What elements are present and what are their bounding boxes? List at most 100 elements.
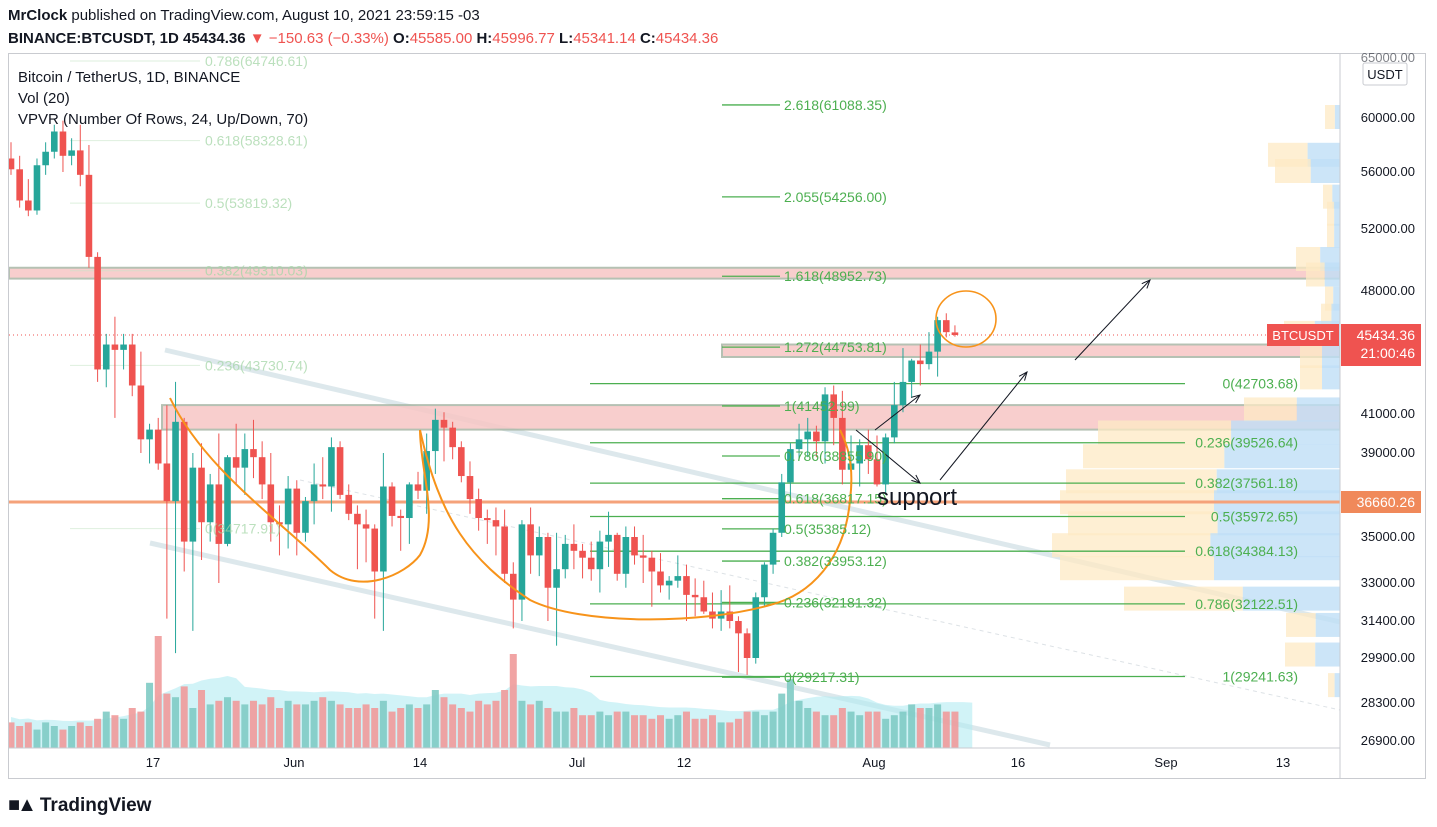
fib-retracement-label: 0.786(32122.51) — [1195, 596, 1298, 612]
price-tick-label: 31400.00 — [1361, 613, 1415, 628]
candle-body — [432, 419, 439, 452]
volume-bar — [622, 711, 630, 748]
candle-body — [518, 524, 526, 600]
volume-bar — [553, 711, 561, 748]
volume-bar — [561, 711, 569, 748]
vpvr-up-3 — [1323, 184, 1333, 209]
legend-volume[interactable]: Vol (20) — [18, 90, 70, 107]
candle-body — [622, 537, 630, 574]
impulse-arrow-head — [911, 394, 922, 404]
volume-bar — [579, 715, 587, 748]
candle-body — [484, 518, 491, 521]
volume-bar — [639, 715, 647, 748]
candle-body — [596, 541, 604, 570]
vpvr-up-21 — [1124, 586, 1243, 611]
volume-bar — [812, 711, 820, 748]
price-tick-label: 29900.00 — [1361, 650, 1415, 665]
volume-bar — [838, 708, 846, 748]
volume-bar — [405, 704, 413, 748]
candle-body — [527, 524, 534, 556]
time-tick-label: Jul — [569, 755, 586, 770]
time-tick-label: 14 — [413, 755, 427, 770]
fib-extension-label: 0.618(36817.15) — [784, 491, 887, 507]
volume-bar — [423, 704, 431, 748]
volume-bar — [752, 711, 760, 748]
candle-body — [925, 351, 933, 365]
vpvr-up-16 — [1066, 469, 1217, 494]
vpvr-down-2 — [1310, 159, 1340, 183]
volume-bar — [890, 715, 898, 748]
vpvr-down-24 — [1334, 673, 1340, 698]
projection-arrow-head — [1141, 279, 1151, 289]
candle-body — [942, 320, 950, 333]
currency-badge — [1362, 62, 1408, 86]
candle-body — [743, 633, 751, 658]
volume-bar — [596, 711, 604, 748]
vpvr-down-5 — [1334, 223, 1340, 248]
volume-bar — [908, 704, 916, 748]
candle-body — [111, 344, 119, 350]
volume-bar — [535, 700, 543, 748]
candle-body — [388, 486, 396, 516]
author-name[interactable]: MrClock — [8, 7, 68, 24]
candle-body — [873, 459, 881, 485]
volume-bar — [501, 690, 509, 748]
volume-bar — [518, 700, 526, 748]
vpvr-up-9 — [1321, 303, 1332, 328]
candle-body — [639, 555, 647, 558]
vpvr-down-19 — [1210, 533, 1340, 558]
candle-body — [795, 439, 803, 450]
volume-bar — [163, 693, 171, 748]
tradingview-brand[interactable]: ■▲ TradingView — [8, 794, 151, 817]
vpvr-up-22 — [1286, 612, 1316, 637]
candle-body — [397, 515, 404, 519]
volume-bar — [760, 715, 768, 748]
volume-bar — [76, 722, 84, 748]
fib-left-label: 0.382(49310.03) — [205, 263, 308, 279]
volume-bar — [224, 697, 231, 748]
candle-body — [414, 484, 422, 491]
candle-body — [336, 447, 344, 495]
price-tick-label: 35000.00 — [1361, 529, 1415, 544]
candle-body — [458, 447, 465, 477]
candle-body — [76, 150, 84, 175]
candle-body — [657, 571, 664, 586]
candle-body — [59, 131, 67, 156]
volume-bar — [85, 726, 93, 748]
volume-bar — [466, 711, 474, 748]
candle-body — [198, 467, 205, 523]
volume-bar — [345, 708, 353, 748]
tradingview-logo-icon: ■▲ — [8, 794, 37, 816]
time-tick-label: 12 — [677, 755, 691, 770]
price-tick-label: 28300.00 — [1361, 695, 1415, 710]
legend-title[interactable]: Bitcoin / TetherUS, 1D, BINANCE — [18, 69, 241, 86]
pullback-arrow — [855, 429, 921, 484]
volume-bar — [786, 679, 794, 748]
symbol-price-tag — [1267, 324, 1339, 346]
candle-body — [293, 488, 301, 533]
volume-bar — [94, 718, 102, 748]
volume-bar — [102, 711, 110, 748]
price-tick-label: 48000.00 — [1361, 283, 1415, 298]
volume-bar — [691, 718, 699, 748]
candle-body — [501, 526, 508, 574]
volume-bar — [388, 711, 396, 748]
volume-bar — [353, 708, 361, 748]
volume-bar — [743, 711, 751, 748]
candle-body — [146, 429, 153, 440]
vpvr-up-11 — [1300, 343, 1322, 368]
legend-vpvr[interactable]: VPVR (Number Of Rows, 24, Up/Down, 70) — [18, 111, 309, 128]
fib-extension-label: 0.236(32181.32) — [784, 594, 887, 610]
volume-bar — [657, 715, 664, 748]
volume-bar — [68, 726, 76, 748]
candle-body — [258, 457, 266, 485]
candle-body — [406, 484, 413, 519]
time-tick-label: Aug — [862, 755, 885, 770]
volume-bar — [605, 715, 613, 748]
candle-body — [163, 463, 171, 502]
vpvr-down-12 — [1322, 365, 1340, 390]
candle-body — [241, 449, 249, 468]
candle-body — [449, 427, 456, 448]
fib-extension-label: 1(41452.99) — [784, 398, 860, 414]
